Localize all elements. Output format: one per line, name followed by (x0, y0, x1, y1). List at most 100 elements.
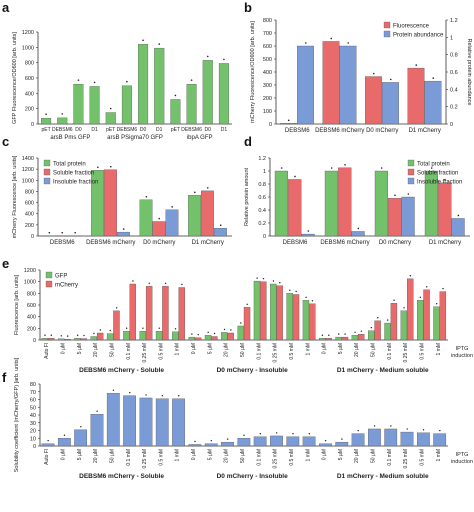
error-point (158, 43, 161, 45)
bar-e-1 (211, 336, 218, 341)
x-tick-label: 20 µM (354, 343, 360, 357)
x-tick-label: 50 µM (371, 449, 377, 463)
error-point (393, 299, 395, 301)
bar-e-0 (106, 333, 114, 341)
error-point (330, 37, 333, 40)
error-point (426, 286, 428, 288)
y-tick-label: 400 (25, 212, 34, 218)
y-tick-label: 10 (30, 436, 36, 442)
error-point (409, 275, 412, 277)
x-tick-label: 50 µM (371, 343, 377, 357)
x-tick-label: DEBSM6 mCherry (320, 240, 369, 246)
legend-label: Protein abundance (393, 33, 444, 39)
x-tick-label: 50 µM (109, 343, 115, 357)
bar-e-0 (433, 306, 440, 341)
panel-letter: f (2, 370, 7, 385)
y-tick-label: 300 (263, 83, 272, 89)
bar-f-0 (139, 397, 153, 447)
error-point (432, 77, 435, 79)
bar-e-1 (96, 332, 104, 341)
error-point (360, 330, 363, 332)
bar-f-0 (417, 432, 430, 447)
error-point (328, 334, 330, 336)
y-tick-label: 0.8 (450, 53, 458, 59)
bar-c-1 (55, 235, 69, 237)
bar-c-1 (201, 190, 214, 237)
legend-swatch (43, 168, 51, 176)
bar-d-1 (288, 179, 302, 237)
bar-d-1 (438, 182, 452, 237)
error-point (161, 395, 164, 397)
bar-c-2 (68, 235, 82, 237)
error-point (48, 231, 51, 234)
bar-e-0 (90, 336, 97, 341)
error-point (262, 277, 265, 280)
x-tick-label: D1 mCherry (429, 240, 461, 246)
error-point (61, 113, 64, 115)
y-tick-label: 1200 (22, 167, 34, 173)
error-point (197, 333, 199, 336)
bar-e-1 (113, 310, 120, 341)
bar-c-1 (152, 221, 166, 237)
x-tick-label: 0.5 mM (289, 343, 295, 360)
x-tick-label: 1 mM (175, 449, 181, 462)
x-tick-label: D1 (221, 127, 228, 133)
y-tick-label: 1.2 (450, 18, 458, 24)
bar-e-1 (227, 332, 234, 341)
bar-a (170, 99, 181, 125)
error-point (213, 332, 216, 335)
error-point (96, 410, 98, 412)
x-tick-label: D1 (156, 127, 163, 133)
bar-f-0 (221, 441, 234, 447)
x-tick-label: 0.1 mM (387, 343, 393, 360)
x-tick-label: Auto Fl (44, 343, 50, 359)
error-point (344, 333, 346, 335)
axis-note: IPTG (456, 346, 469, 352)
error-point (292, 433, 294, 435)
x-tick-label: 0 µM (191, 343, 197, 354)
error-point (97, 166, 99, 169)
bar-f-0 (384, 428, 398, 447)
error-point (390, 425, 392, 427)
error-point (259, 433, 262, 435)
error-point (386, 319, 389, 321)
error-point (190, 79, 193, 81)
bar-c-2 (165, 209, 179, 237)
group-label: D1 mCherry - Medium soluble (337, 473, 429, 480)
x-tick-label: 5 µM (338, 343, 344, 354)
y-axis-label: Solubility coefficient (mCherry/GFP) [ar… (14, 357, 20, 472)
y-tick-label: 600 (25, 76, 34, 82)
bar-f-0 (286, 436, 300, 447)
bar-a (105, 112, 116, 125)
bar-a (41, 118, 52, 125)
x-tick-label: 20 µM (93, 449, 99, 463)
legend-swatch (45, 280, 53, 288)
bar-e-1 (325, 338, 332, 341)
panel-letter: a (2, 0, 10, 15)
y-tick-label: 50 (30, 405, 36, 411)
error-point (275, 432, 278, 434)
error-point (207, 331, 209, 334)
error-point (357, 429, 359, 432)
error-point (294, 175, 296, 178)
bar-e-0 (270, 283, 277, 341)
bar-e-1 (243, 307, 251, 341)
bar-e-0 (155, 331, 163, 341)
y-tick-label: 0 (269, 122, 272, 128)
legend-swatch (45, 271, 53, 279)
x-tick-label: 50 µM (240, 449, 246, 463)
y-tick-label: 200 (27, 326, 36, 332)
bar-b-0 (280, 123, 297, 125)
bar-c-2 (214, 228, 227, 237)
error-point (93, 81, 96, 84)
bar-e-0 (221, 332, 228, 341)
bar-f-0 (90, 414, 104, 447)
bar-d-0 (274, 170, 288, 237)
error-point (430, 167, 433, 169)
x-tick-label: 0 µM (322, 343, 328, 354)
x-tick-label: DEBSM6 (283, 240, 308, 246)
bar-e-1 (276, 285, 283, 341)
y-tick-label: 400 (263, 70, 272, 76)
y-tick-label: 0.2 (450, 105, 458, 111)
bar-b-0 (365, 76, 382, 125)
